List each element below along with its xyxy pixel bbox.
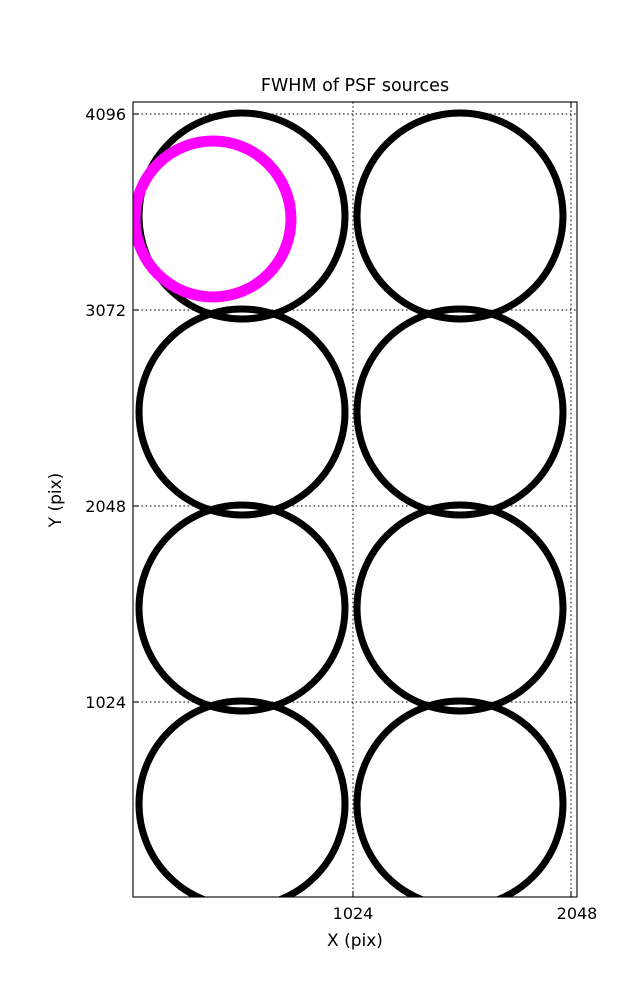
axes-frame <box>132 101 578 898</box>
psf-source-marker <box>353 501 567 715</box>
y-tick-label: 3072 <box>85 301 126 320</box>
x-tick-labels: 1024 2048 <box>333 904 598 923</box>
psf-source-marker <box>353 697 567 897</box>
y-tick-labels: 4096 3072 2048 1024 <box>85 105 126 712</box>
x-tick-label: 1024 <box>333 904 374 923</box>
psf-source-marker <box>353 305 567 519</box>
plot-title: FWHM of PSF sources <box>261 76 449 96</box>
y-tick-label: 2048 <box>85 497 126 516</box>
y-tick-marks <box>133 102 572 703</box>
axes-background <box>133 102 577 897</box>
psf-source-markers <box>135 109 567 897</box>
highlighted-source-marker-group <box>133 135 297 303</box>
y-tick-label: 4096 <box>85 105 126 124</box>
highlighted-source-marker <box>133 135 297 303</box>
psf-source-marker <box>135 305 349 519</box>
x-tick-label: 2048 <box>557 904 598 923</box>
psf-source-marker <box>135 697 349 897</box>
psf-source-marker <box>135 501 349 715</box>
x-axis-label: X (pix) <box>327 931 383 951</box>
x-tick-marks <box>352 891 572 897</box>
psf-source-marker <box>353 109 567 323</box>
y-axis-label: Y (pix) <box>46 473 66 529</box>
y-tick-label: 1024 <box>85 693 126 712</box>
